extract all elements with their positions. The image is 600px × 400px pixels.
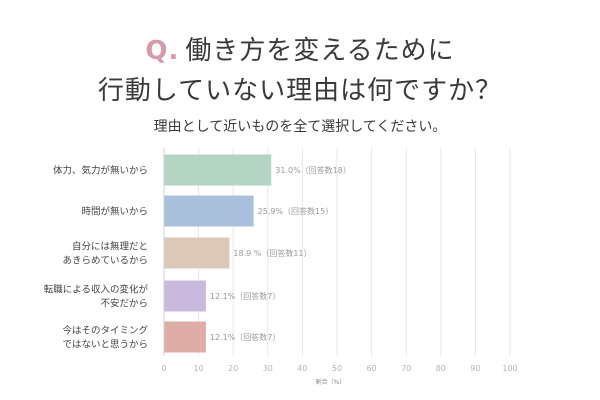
bar [164,154,272,186]
bar [164,321,206,353]
category-label: 自分には無理だと [72,241,148,253]
bar [164,237,230,269]
data-label: 12.1%（回答数7） [210,332,281,342]
x-tick-label: 80 [436,364,446,373]
category-label: 体力、気力が無いから [53,165,148,177]
question-title-text1: 働き方を変えるために [185,36,455,66]
category-label: 時間が無いから [81,206,148,218]
x-tick-label: 30 [263,364,273,373]
x-tick-label: 90 [470,364,480,373]
x-axis-title: 割合（%） [316,378,346,386]
bar [164,280,206,312]
x-tick-label: 10 [194,364,204,373]
x-tick-label: 50 [332,364,342,373]
x-tick-label: 0 [161,364,166,373]
x-tick-label: 60 [367,364,377,373]
x-tick-label: 100 [502,364,517,373]
question-subtitle: 理由として近いものを全て選択してください。 [153,119,447,135]
data-label: 31.0%（回答数18） [275,165,351,175]
question-title-line1: Q. 働き方を変えるために [0,30,600,67]
category-label: あきらめているから [62,256,148,267]
data-label: 12.1%（回答数7） [210,291,281,301]
data-label: 25.9%（回答数15） [258,206,334,216]
category-label: ではないと思うから [62,340,148,351]
data-label: 18.9 %（回答数11） [233,248,311,258]
category-label: 今はそのタイミング [62,325,148,337]
question-mark-label: Q. [145,36,180,66]
x-tick-label: 70 [401,364,411,373]
x-tick-label: 20 [228,364,238,373]
x-tick-label: 40 [297,364,307,373]
category-label: 不安だから [100,298,148,310]
bar [164,195,254,227]
question-title-line2: 行動していない理由は何ですか？ [97,76,503,106]
category-label: 転職による収入の変化が [44,284,149,296]
